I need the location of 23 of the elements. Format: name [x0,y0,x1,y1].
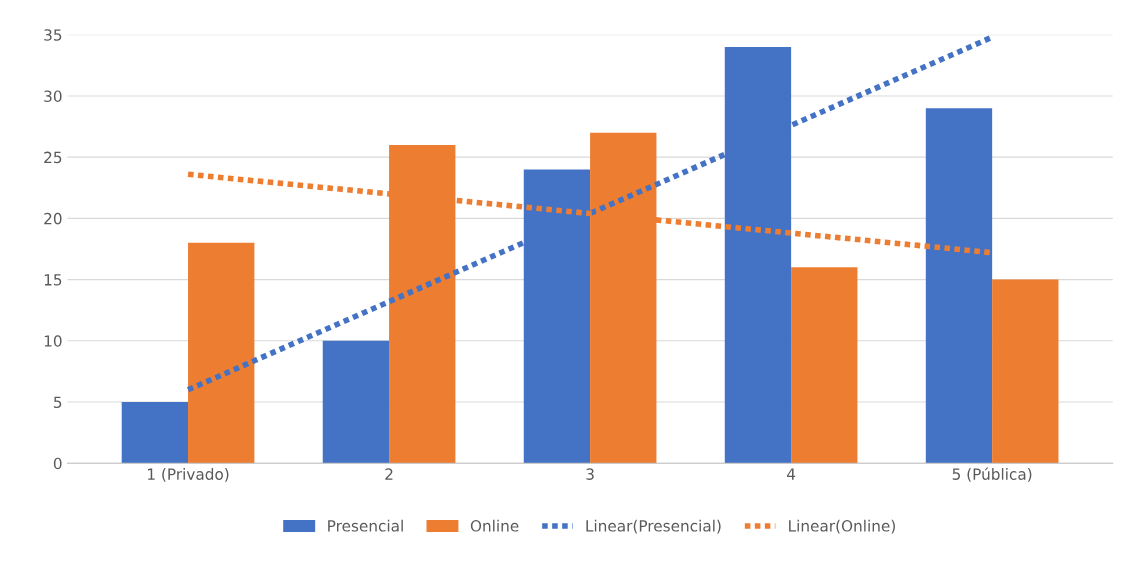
y-tick-label: 5 [54,396,62,409]
bar [791,267,858,464]
x-tick-label: 2 [385,468,393,480]
y-tick-label: 10 [44,335,62,347]
x-tick-label: 1 (Privado) [148,468,229,482]
x-tick-label: 5 (Pública) [952,467,1032,482]
legend-label: Online [470,519,519,532]
bar [121,401,189,464]
y-tick-label: 25 [44,151,62,164]
legend-label: Linear(Online) [789,519,895,534]
x-tick-label: 3 [586,468,594,480]
x-tick-label: 4 [787,468,796,480]
legend-label: Presencial [328,519,403,532]
y-tick-label: 30 [44,90,62,102]
y-tick-label: 35 [44,29,62,41]
bar [992,279,1059,464]
y-tick-label: 20 [44,212,62,225]
y-tick-label: 0 [53,457,62,470]
bar [925,108,993,464]
y-tick-label: 15 [44,274,62,286]
bar [322,340,390,464]
legend-label: Linear(Presencial) [586,519,721,534]
bar [188,242,255,464]
